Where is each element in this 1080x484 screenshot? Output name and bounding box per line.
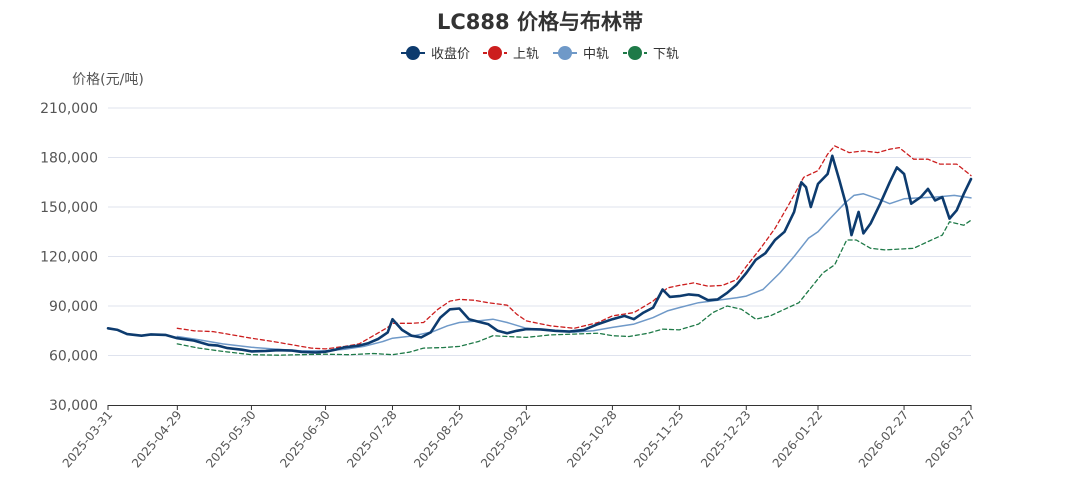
y-tick-label: 30,000 xyxy=(49,398,98,414)
x-tick-label: 2025-12-23 xyxy=(698,408,754,470)
x-tick-label: 2025-03-31 xyxy=(60,408,116,470)
x-tick-label: 2025-09-22 xyxy=(478,408,534,470)
legend-dot-icon xyxy=(488,46,502,60)
legend-item-0[interactable]: 收盘价 xyxy=(401,46,470,62)
legend-item-1[interactable]: 上轨 xyxy=(483,46,539,62)
series-line-0 xyxy=(106,154,973,354)
legend-label: 下轨 xyxy=(653,47,679,62)
y-tick-label: 150,000 xyxy=(40,200,98,216)
legend[interactable]: 收盘价 上轨 中轨 下轨 xyxy=(401,46,679,62)
x-tick-label: 2025-04-29 xyxy=(129,408,185,470)
grid-lines xyxy=(108,107,971,356)
x-tick-label: 2026-03-27 xyxy=(923,408,979,470)
legend-label: 上轨 xyxy=(513,47,539,62)
y-tick-label: 180,000 xyxy=(40,151,98,167)
series-line-1 xyxy=(176,145,972,350)
legend-label: 中轨 xyxy=(583,47,609,62)
x-tick-label: 2025-07-28 xyxy=(344,408,400,470)
x-tick-label: 2026-01-22 xyxy=(770,408,826,470)
series-line-3 xyxy=(176,219,972,356)
series-layer xyxy=(106,145,973,356)
series-line-2 xyxy=(176,193,972,352)
legend-dot-icon xyxy=(558,46,572,60)
x-tick-label: 2025-10-28 xyxy=(564,408,620,470)
x-tick-label: 2025-06-30 xyxy=(277,408,333,470)
legend-label: 收盘价 xyxy=(431,46,470,62)
x-axis-ticks: 2025-03-31 2025-04-29 2025-05-30 2025-06-30… xyxy=(60,405,979,470)
y-tick-label: 210,000 xyxy=(40,101,98,117)
legend-item-2[interactable]: 中轨 xyxy=(553,46,609,62)
x-tick-label: 2025-08-25 xyxy=(411,408,467,470)
x-tick-label: 2025-05-30 xyxy=(203,408,259,470)
chart-title: LC888 价格与布林带 xyxy=(437,10,643,34)
legend-dot-icon xyxy=(628,46,642,60)
y-tick-label: 90,000 xyxy=(49,299,98,315)
x-tick-label: 2026-02-27 xyxy=(856,408,912,470)
x-tick-label: 2025-11-25 xyxy=(631,408,687,470)
y-tick-label: 120,000 xyxy=(40,250,98,266)
y-axis-label: 价格(元/吨) xyxy=(72,72,144,88)
legend-item-3[interactable]: 下轨 xyxy=(623,46,679,62)
legend-dot-icon xyxy=(406,46,420,60)
y-axis-ticks: 30,000 60,000 90,000 120,000 150,000 180,000 2… xyxy=(40,101,98,414)
y-tick-label: 60,000 xyxy=(49,349,98,365)
